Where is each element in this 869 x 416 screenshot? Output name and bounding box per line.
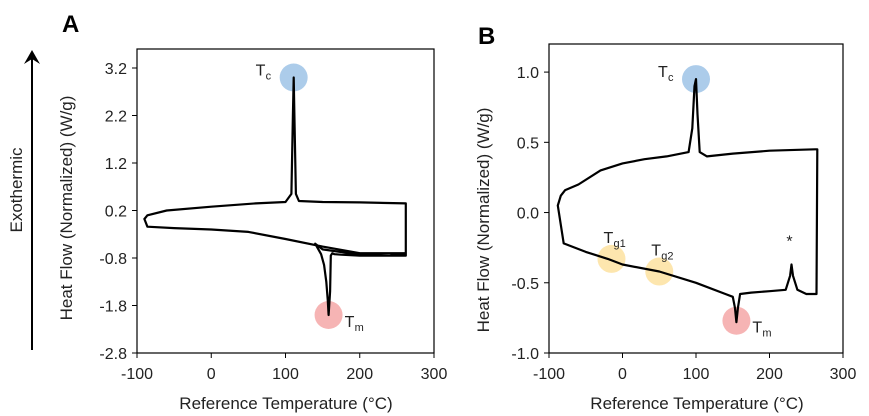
- annotation-subscript-b: m: [762, 328, 771, 340]
- annotation-subscript-b: g2: [661, 251, 673, 263]
- panel-b: B Heat Flow (Normalized) (W/g) Reference…: [474, 23, 856, 413]
- annotation-label-a: T: [256, 63, 266, 80]
- annotation-star-b: *: [786, 234, 792, 251]
- y-tick-label-a: 3.2: [105, 61, 127, 78]
- x-tick-label-a: 100: [272, 366, 299, 383]
- x-axis-label-b: Reference Temperature (°C): [590, 394, 803, 413]
- y-tick-label-a: 1.2: [105, 156, 127, 173]
- x-axis-label-a: Reference Temperature (°C): [179, 394, 392, 413]
- panel-label-a: A: [62, 11, 79, 38]
- exothermic-indicator: Exothermic: [7, 50, 40, 350]
- y-tick-label-a: -2.8: [99, 346, 127, 363]
- x-tick-label-b: -100: [533, 366, 565, 383]
- tick-labels-a: -100 0 100 200 300 -2.8 -1.8 -0.8 0.2 1.2 2.2 3.2: [99, 61, 447, 383]
- annotation-label-b: T: [651, 243, 661, 260]
- y-tick-label-b: 0.5: [517, 135, 539, 152]
- highlight-marker-b: [597, 244, 626, 273]
- x-tick-label-b: 200: [756, 366, 783, 383]
- x-tick-label-a: 0: [207, 366, 216, 383]
- y-axis-label-b: Heat Flow (Normalized) (W/g): [474, 108, 493, 333]
- x-tick-label-a: 300: [421, 366, 448, 383]
- x-tick-label-b: 100: [683, 366, 710, 383]
- x-tick-label-b: 300: [830, 366, 857, 383]
- annotation-label-b: T: [603, 230, 613, 247]
- dsc-curve-a: [143, 76, 407, 317]
- annotation-subscript-a: m: [355, 322, 364, 334]
- curve-b: [556, 77, 819, 324]
- annotation-subscript-b: g1: [613, 238, 625, 250]
- dsc-curve-b: [556, 77, 819, 324]
- y-tick-label-b: -0.5: [511, 276, 539, 293]
- tick-labels-b: -100 0 100 200 300 -1.0 -0.5 0.0 0.5 1.0: [511, 65, 856, 383]
- x-tick-label-b: 0: [618, 366, 627, 383]
- panel-label-b: B: [478, 23, 495, 50]
- curve-a: [143, 76, 407, 317]
- y-tick-label-a: -1.8: [99, 299, 127, 316]
- annotation-label-b: T: [752, 320, 762, 337]
- y-tick-label-a: -0.8: [99, 251, 127, 268]
- annotation-label-a: T: [345, 314, 355, 331]
- x-tick-label-a: -100: [121, 366, 153, 383]
- y-axis-label-a: Heat Flow (Normalized) (W/g): [57, 96, 76, 321]
- exothermic-label: Exothermic: [7, 147, 26, 233]
- y-tick-label-a: 2.2: [105, 109, 127, 126]
- y-tick-label-b: 1.0: [517, 65, 539, 82]
- arrow-head-icon: [24, 50, 40, 64]
- panel-a: A Heat Flow (Normalized) (W/g) Reference…: [57, 11, 447, 413]
- x-tick-label-a: 200: [346, 366, 373, 383]
- annotation-label-b: T: [658, 64, 668, 81]
- y-tick-label-b: 0.0: [517, 206, 539, 223]
- y-tick-label-b: -1.0: [511, 346, 539, 363]
- y-tick-label-a: 0.2: [105, 204, 127, 221]
- annotation-subscript-b: c: [668, 72, 674, 84]
- annotation-subscript-a: c: [266, 71, 272, 83]
